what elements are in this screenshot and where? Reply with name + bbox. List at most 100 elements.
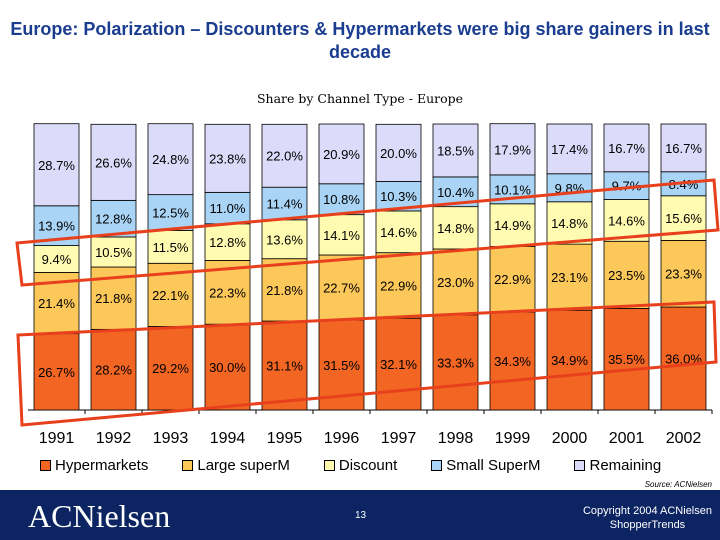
bar-segment [33,245,80,273]
chart-title: Share by Channel Type - Europe [256,91,464,106]
bar-segment [261,258,308,322]
data-label: 10.5% [95,245,132,260]
highlight-discount [15,178,720,287]
legend-item: Large superM [182,457,290,474]
bar-segment [375,317,422,411]
bar-segment [489,311,536,411]
bar-segment [318,214,365,256]
data-label: 22.0% [266,149,303,164]
copyright: Copyright 2004 ACNielsen ShopperTrends [583,504,712,532]
data-label: 26.7% [38,365,75,380]
data-label: 22.1% [152,288,189,303]
data-label: 16.7% [665,141,702,156]
data-label: 14.8% [437,221,474,236]
data-label: 21.8% [266,283,303,298]
bar-segment [660,123,707,173]
data-label: 14.6% [380,225,417,240]
x-tick-label: 2002 [666,430,702,447]
data-label: 14.8% [551,216,588,231]
data-label: 14.6% [608,213,645,228]
copyright-text: Copyright 2004 ACNielsen [582,505,712,517]
data-label: 29.2% [152,361,189,376]
x-tick-label: 1998 [438,430,474,447]
x-tick-label: 2001 [609,430,645,447]
x-tick-label: 1994 [210,430,246,447]
data-label: 12.8% [95,212,132,227]
legend-label: Large superM [197,457,290,474]
footer: ACNielsen 13 Copyright 2004 ACNielsen Sh… [0,490,720,540]
product-name: ShopperTrends [609,519,686,531]
bar-segment [33,333,80,411]
legend-item: Hypermarkets [40,457,148,474]
slide-title: Europe: Polarization – Discounters & Hyp… [10,19,710,62]
data-label: 23.1% [551,270,588,285]
page-number: 13 [355,510,367,521]
data-label: 23.0% [437,275,474,290]
data-label: 32.1% [380,357,417,372]
source-note: Source: ACNielsen [644,480,712,489]
bar-segment [147,123,194,196]
bar-segment [603,240,650,309]
bar-segment [204,123,251,193]
data-label: 31.1% [266,359,303,374]
bar-segment [432,206,479,250]
data-label: 14.9% [494,218,531,233]
legend-swatch [323,460,335,471]
bar-segment [318,123,365,185]
bar-segment [603,123,650,173]
bar-segment [660,240,707,308]
data-label: 12.5% [152,206,189,221]
data-label: 34.9% [551,353,588,368]
data-label: 14.1% [323,228,360,243]
highlight-hypermarkets [16,300,718,427]
bar-segment [489,123,536,176]
bar-segment [489,203,536,247]
data-label: 35.5% [608,352,645,367]
data-label: 31.5% [323,358,360,373]
data-label: 28.2% [95,363,132,378]
bar-segment [261,320,308,411]
bar-segment [90,236,137,268]
bar-segment [261,219,308,260]
legend-swatch [431,460,443,471]
data-label: 13.6% [266,232,303,247]
data-label: 30.0% [209,360,246,375]
bar-segment [261,123,308,188]
x-tick-label: 1999 [495,430,531,447]
data-label: 21.8% [95,291,132,306]
data-label: 10.1% [494,182,531,197]
data-label: 13.9% [38,219,75,234]
legend-swatch [574,460,586,471]
bar-segment [432,123,479,178]
data-label: 10.8% [323,192,360,207]
data-label: 17.9% [494,142,531,157]
legend-item: Small SuperM [431,457,540,474]
bar-segment [90,123,137,201]
bar-segment [603,308,650,411]
data-label: 16.7% [608,141,645,156]
legend-label: Discount [338,457,398,474]
bar-segment [375,123,422,182]
data-label: 33.3% [437,355,474,370]
data-label: 23.8% [209,151,246,166]
data-label: 8.4% [669,177,699,192]
acnielsen-logo: ACNielsen [28,498,171,534]
data-label: 23.5% [608,268,645,283]
data-label: 24.8% [152,152,189,167]
data-label: 17.4% [551,142,588,157]
data-label: 26.6% [95,155,132,170]
x-tick-label: 1993 [153,430,189,447]
data-label: 10.4% [437,185,474,200]
data-label: 12.8% [209,235,246,250]
bar-segment [204,323,251,411]
bar-segment [546,123,593,175]
data-label: 20.9% [323,147,360,162]
data-label: 11.0% [210,201,246,216]
stacked-bar-chart: 26.7% 21.4% 9.4% 13.9% 28.7% 1991 28.2% 21.8% 10… [15,123,720,447]
data-label: 34.3% [494,354,531,369]
bar-segment [318,254,365,321]
data-label: 23.3% [665,267,702,282]
legend-label: Hypermarkets [55,457,149,474]
bar-segment [375,210,422,254]
legend-item: Remaining [574,457,661,474]
